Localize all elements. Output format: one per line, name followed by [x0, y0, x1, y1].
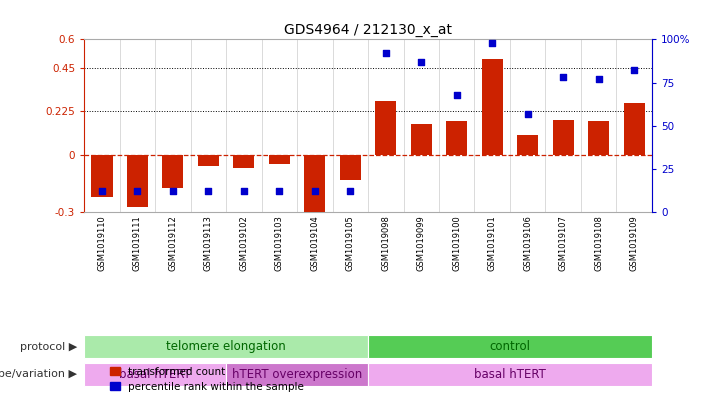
Text: genotype/variation ▶: genotype/variation ▶ [0, 369, 77, 379]
Bar [127, 154, 148, 208]
Bar [446, 121, 468, 154]
Bar [368, 363, 652, 386]
Bar [233, 154, 254, 168]
Title: GDS4964 / 212130_x_at: GDS4964 / 212130_x_at [284, 23, 452, 37]
Bar [84, 363, 226, 386]
Point [132, 188, 143, 195]
Bar [198, 154, 219, 166]
Text: basal hTERT: basal hTERT [119, 368, 191, 381]
Point [238, 188, 250, 195]
Point [486, 40, 498, 46]
Point [629, 67, 640, 73]
Text: protocol ▶: protocol ▶ [20, 342, 77, 352]
Text: hTERT overexpression: hTERT overexpression [232, 368, 362, 381]
Point [557, 74, 569, 81]
Point [168, 188, 179, 195]
Bar [411, 124, 432, 154]
Point [522, 110, 533, 117]
Bar [304, 154, 325, 216]
Bar [552, 120, 574, 154]
Text: control: control [489, 340, 531, 353]
Bar [84, 335, 368, 358]
Bar [368, 335, 652, 358]
Point [345, 188, 356, 195]
Bar [517, 135, 538, 154]
Bar [268, 154, 290, 164]
Bar [162, 154, 184, 188]
Bar [623, 103, 645, 154]
Point [309, 188, 320, 195]
Point [380, 50, 391, 56]
Point [593, 76, 604, 82]
Bar [91, 154, 112, 197]
Bar [482, 59, 503, 154]
Point [203, 188, 214, 195]
Bar [340, 154, 361, 180]
Bar [375, 101, 397, 154]
Point [273, 188, 285, 195]
Point [416, 59, 427, 65]
Text: basal hTERT: basal hTERT [474, 368, 546, 381]
Text: telomere elongation: telomere elongation [166, 340, 286, 353]
Bar [226, 363, 368, 386]
Point [96, 188, 107, 195]
Point [451, 92, 463, 98]
Legend: transformed count, percentile rank within the sample: transformed count, percentile rank withi… [110, 367, 304, 392]
Bar [588, 121, 609, 154]
